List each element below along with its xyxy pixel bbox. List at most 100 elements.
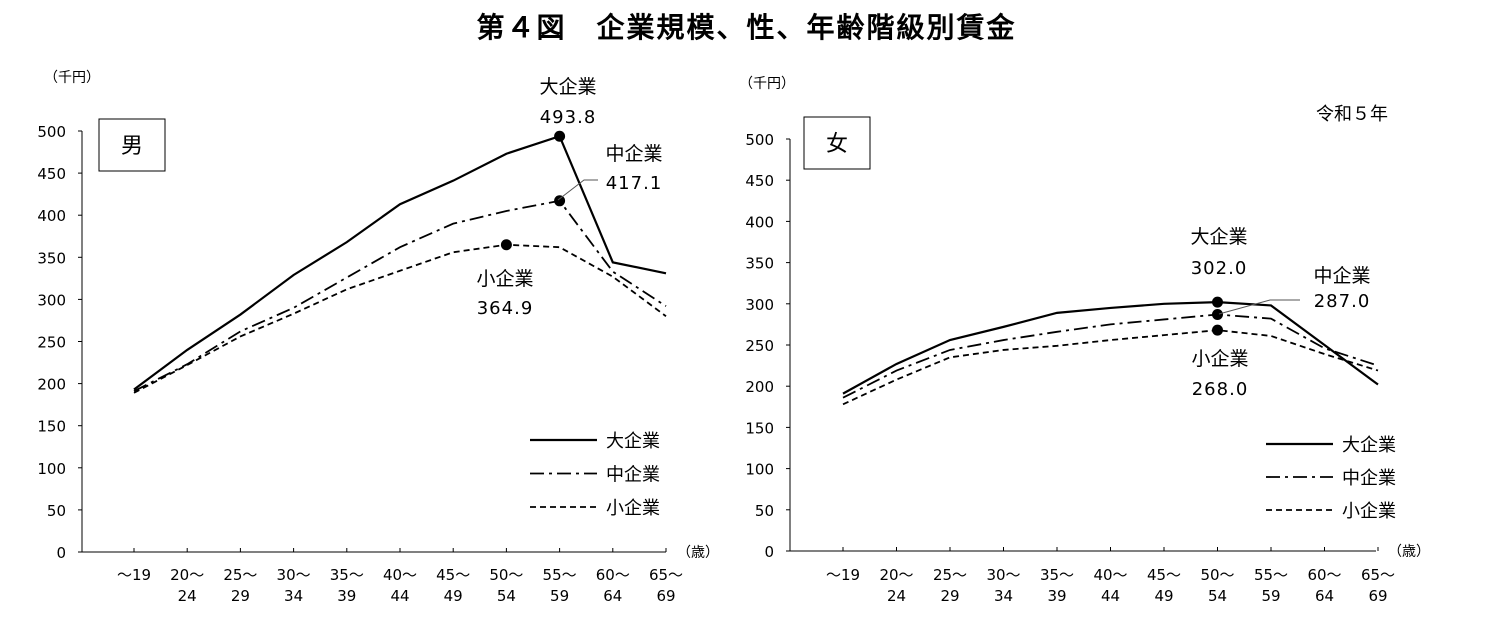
x-tick-label: ～19 — [117, 566, 151, 584]
x-tick-label: 54 — [1208, 587, 1227, 605]
annotation-value: 287.0 — [1314, 291, 1371, 312]
data-point-marker — [500, 239, 512, 251]
x-tick-label: ～19 — [826, 566, 860, 584]
year-note: 令和５年 — [1316, 104, 1388, 125]
x-tick-label: 49 — [444, 587, 463, 605]
x-tick-label: 45～ — [436, 566, 470, 584]
x-tick-label: 55～ — [543, 566, 577, 584]
y-tick-label: 0 — [764, 543, 774, 561]
x-tick-label: 40～ — [383, 566, 417, 584]
annotation-value: 417.1 — [606, 173, 663, 194]
x-tick-label: 50～ — [1200, 566, 1234, 584]
annotation-value: 268.0 — [1192, 379, 1249, 400]
x-tick-label: 54 — [497, 587, 516, 605]
x-tick-label: 44 — [1101, 587, 1120, 605]
x-tick-label: 44 — [390, 587, 409, 605]
annotation-leader-line — [557, 179, 598, 201]
annotation-label: 中企業 — [1313, 265, 1370, 287]
series-line-中企業 — [133, 199, 667, 392]
male-panel: 0 50 100 150 200 250 300 350 400 450 500 ～19 20～ 24 25… — [37, 70, 719, 605]
figure-title: 第４図 企業規模、性、年齢階級別賃金 — [476, 11, 1017, 44]
female-panel: 0 50 100 150 200 250 300 350 400 450 500 ～19 20～ 24 25… — [739, 76, 1430, 605]
y-unit-label: （千円） — [739, 76, 795, 92]
annotation-value: 302.0 — [1191, 258, 1248, 279]
x-tick-label: 34 — [284, 587, 303, 605]
y-tick-label: 100 — [37, 460, 66, 478]
series-line-大企業 — [133, 134, 667, 391]
y-tick-label: 250 — [37, 334, 66, 352]
legend-label: 小企業 — [1342, 501, 1396, 522]
x-tick-label: 69 — [656, 587, 675, 605]
y-tick-label: 0 — [56, 544, 66, 562]
data-point-marker — [1212, 309, 1223, 321]
x-unit-label: （歳） — [1388, 544, 1430, 560]
y-tick-label: 50 — [47, 502, 66, 520]
y-tick-label: 250 — [745, 337, 774, 355]
data-point-marker — [554, 130, 566, 142]
y-tick-label: 400 — [745, 213, 774, 231]
x-tick-label: 20～ — [879, 566, 913, 584]
x-tick-label: 59 — [1261, 587, 1280, 605]
annotation-label: 大企業 — [1190, 226, 1247, 248]
x-tick-label: 24 — [178, 587, 197, 605]
panel-label: 女 — [826, 132, 848, 157]
annotation-value: 364.9 — [477, 298, 534, 319]
legend-label: 大企業 — [606, 431, 660, 452]
x-tick-label: 20～ — [170, 566, 204, 584]
x-tick-label: 39 — [337, 587, 356, 605]
x-tick-label: 65～ — [1361, 566, 1395, 584]
panel-label-box — [803, 116, 871, 170]
annotation-value: 493.8 — [540, 107, 597, 128]
x-tick-label: 59 — [550, 587, 569, 605]
data-point-marker — [554, 195, 566, 207]
y-tick-label: 350 — [745, 255, 774, 273]
x-tick-label: 60～ — [1307, 566, 1341, 584]
x-tick-label: 30～ — [986, 566, 1020, 584]
x-unit-label: （歳） — [677, 545, 719, 561]
x-tick-label: 69 — [1368, 587, 1387, 605]
y-tick-label: 300 — [745, 296, 774, 314]
y-tick-label: 450 — [745, 172, 774, 190]
x-tick-label: 60～ — [596, 566, 630, 584]
x-tick-label: 34 — [994, 587, 1013, 605]
legend-label: 大企業 — [1342, 435, 1396, 456]
y-tick-label: 150 — [745, 419, 774, 437]
y-tick-label: 500 — [37, 123, 66, 141]
y-tick-label: 50 — [755, 502, 774, 520]
y-tick-label: 150 — [37, 418, 66, 436]
data-point-marker — [1212, 296, 1223, 308]
y-tick-label: 350 — [37, 249, 66, 267]
x-tick-label: 24 — [887, 587, 906, 605]
legend-label: 小企業 — [606, 498, 660, 519]
data-point-marker — [1212, 324, 1223, 336]
x-tick-label: 39 — [1047, 587, 1066, 605]
x-tick-label: 35～ — [1040, 566, 1074, 584]
x-tick-label: 29 — [940, 587, 959, 605]
y-tick-label: 400 — [37, 207, 66, 225]
y-tick-label: 500 — [745, 131, 774, 149]
y-unit-label: （千円） — [44, 70, 100, 86]
x-tick-label: 45～ — [1147, 566, 1181, 584]
legend-label: 中企業 — [606, 465, 660, 486]
panel-label: 男 — [121, 134, 143, 159]
panel-label-box — [98, 118, 166, 172]
x-tick-label: 35～ — [330, 566, 364, 584]
series-line-大企業 — [842, 301, 1379, 395]
x-tick-label: 29 — [231, 587, 250, 605]
x-tick-label: 25～ — [933, 566, 967, 584]
x-tick-label: 50～ — [489, 566, 523, 584]
x-tick-label: 55～ — [1254, 566, 1288, 584]
x-tick-label: 40～ — [1093, 566, 1127, 584]
series-line-小企業 — [842, 329, 1379, 406]
series-line-小企業 — [133, 243, 667, 394]
series-line-中企業 — [842, 313, 1379, 399]
x-tick-label: 64 — [603, 587, 622, 605]
x-tick-label: 25～ — [223, 566, 257, 584]
legend-label: 中企業 — [1342, 468, 1396, 489]
x-tick-label: 30～ — [277, 566, 311, 584]
x-tick-label: 64 — [1315, 587, 1334, 605]
y-tick-label: 100 — [745, 461, 774, 479]
y-tick-label: 450 — [37, 165, 66, 183]
annotation-label: 大企業 — [539, 76, 596, 98]
